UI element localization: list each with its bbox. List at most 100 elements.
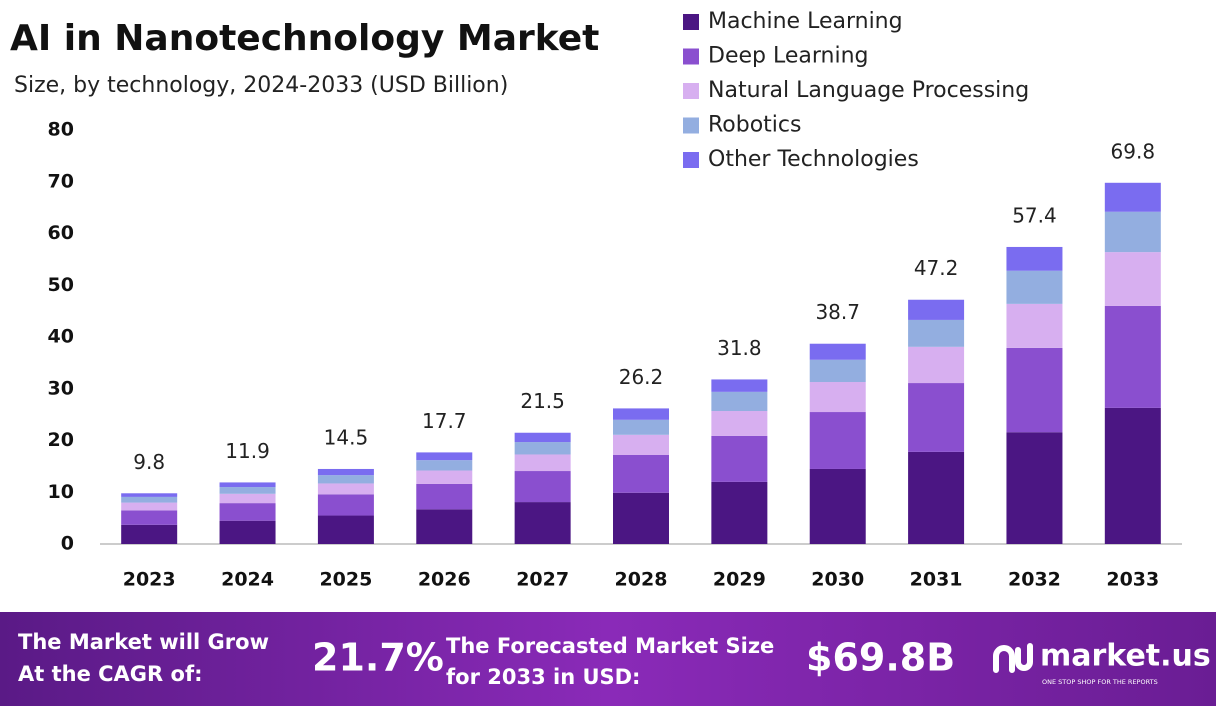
total-label: 26.2 bbox=[619, 365, 664, 389]
bar-segment bbox=[1006, 303, 1063, 348]
brand-name: market.us bbox=[1040, 639, 1211, 674]
footer-text: The Forecasted Market Size bbox=[446, 634, 774, 658]
x-tick-label: 2025 bbox=[319, 569, 372, 591]
bar-segment bbox=[219, 503, 276, 521]
legend-label: Other Technologies bbox=[708, 147, 919, 172]
bar-segment bbox=[908, 383, 965, 452]
bar-segment bbox=[613, 492, 669, 544]
bar-segment bbox=[1104, 252, 1161, 306]
total-label: 17.7 bbox=[422, 409, 467, 433]
bar-segment bbox=[809, 343, 866, 360]
bar-segment bbox=[613, 408, 669, 420]
bar-segment bbox=[809, 359, 866, 383]
total-label: 14.5 bbox=[324, 425, 369, 449]
bar-segment bbox=[908, 451, 965, 544]
legend-label: Deep Learning bbox=[708, 44, 868, 69]
total-label: 11.9 bbox=[225, 439, 270, 463]
bar-segment bbox=[514, 454, 571, 472]
bar-segment bbox=[514, 442, 571, 455]
y-tick-label: 50 bbox=[48, 274, 74, 296]
bar-segment bbox=[809, 382, 866, 413]
total-label: 38.7 bbox=[815, 300, 860, 324]
x-tick-label: 2032 bbox=[1008, 569, 1061, 591]
footer-text: At the CAGR of: bbox=[18, 662, 203, 686]
bar-segment bbox=[121, 496, 178, 503]
bar-segment bbox=[416, 509, 473, 544]
bar-segment bbox=[121, 510, 178, 525]
bar-segment bbox=[121, 493, 178, 497]
bar-segment bbox=[711, 379, 768, 392]
legend-label: Natural Language Processing bbox=[708, 78, 1029, 103]
bar-segment bbox=[1006, 347, 1063, 433]
x-tick-label: 2026 bbox=[418, 569, 471, 591]
footer-band bbox=[0, 612, 1216, 706]
bar-segment bbox=[1104, 407, 1161, 544]
bar-segment bbox=[317, 475, 374, 484]
bar-segment bbox=[711, 411, 768, 436]
bar-segment bbox=[1006, 432, 1063, 544]
bar-segment bbox=[514, 471, 571, 503]
brand-logo bbox=[993, 643, 1033, 673]
bar-segment bbox=[613, 419, 669, 435]
bar-segment bbox=[711, 391, 768, 412]
total-label: 31.8 bbox=[717, 336, 762, 360]
bar-segment bbox=[908, 346, 965, 384]
bar-segment bbox=[1104, 211, 1161, 253]
x-tick-label: 2028 bbox=[615, 569, 668, 591]
total-label: 69.8 bbox=[1111, 139, 1156, 163]
total-label: 57.4 bbox=[1012, 203, 1057, 227]
y-tick-label: 10 bbox=[48, 481, 74, 503]
bar-segment bbox=[514, 502, 571, 544]
bar-segment bbox=[613, 454, 669, 493]
chart-subtitle: Size, by technology, 2024-2033 (USD Bill… bbox=[14, 73, 508, 98]
x-tick-label: 2023 bbox=[123, 569, 176, 591]
bar-segment bbox=[613, 434, 669, 455]
y-tick-label: 20 bbox=[48, 429, 74, 451]
chart-title: AI in Nanotechnology Market bbox=[10, 18, 599, 59]
y-tick-label: 40 bbox=[48, 326, 74, 348]
bar-segment bbox=[219, 482, 276, 488]
bar-segment bbox=[416, 460, 473, 471]
x-tick-label: 2024 bbox=[221, 569, 274, 591]
footer-value: 21.7% bbox=[312, 636, 444, 680]
bar-segment bbox=[219, 493, 276, 504]
legend-swatch bbox=[683, 14, 699, 30]
bar-segment bbox=[317, 468, 374, 476]
x-tick-label: 2027 bbox=[516, 569, 569, 591]
brand-tagline: ONE STOP SHOP FOR THE REPORTS bbox=[1042, 678, 1158, 686]
bar-segment bbox=[317, 494, 374, 516]
legend-swatch bbox=[683, 117, 699, 134]
bar-segment bbox=[908, 319, 965, 347]
bar-segment bbox=[1104, 305, 1161, 408]
x-tick-label: 2030 bbox=[811, 569, 864, 591]
x-tick-label: 2031 bbox=[910, 569, 963, 591]
footer-value: $69.8B bbox=[806, 636, 955, 680]
legend-label: Machine Learning bbox=[708, 9, 903, 34]
total-label: 47.2 bbox=[914, 256, 959, 280]
bar-segment bbox=[514, 432, 571, 443]
y-tick-label: 0 bbox=[61, 533, 74, 555]
footer-text: The Market will Grow bbox=[18, 630, 269, 654]
bar-segment bbox=[711, 481, 768, 544]
bar-segment bbox=[219, 520, 276, 544]
bar-segment bbox=[121, 524, 178, 544]
y-tick-label: 80 bbox=[48, 119, 74, 141]
bar-segment bbox=[908, 299, 965, 320]
bar-segment bbox=[809, 468, 866, 544]
bar-segment bbox=[317, 483, 374, 495]
bar-segment bbox=[1006, 246, 1063, 271]
x-tick-label: 2033 bbox=[1106, 569, 1159, 591]
x-tick-label: 2029 bbox=[713, 569, 766, 591]
y-tick-label: 60 bbox=[48, 222, 74, 244]
y-tick-label: 70 bbox=[48, 170, 74, 192]
legend-label: Robotics bbox=[708, 113, 801, 138]
total-label: 9.8 bbox=[133, 450, 165, 474]
legend-swatch bbox=[683, 152, 699, 168]
y-tick-label: 30 bbox=[48, 377, 74, 399]
bar-segment bbox=[711, 435, 768, 482]
bar-segment bbox=[809, 412, 866, 469]
bar-segment bbox=[416, 470, 473, 484]
legend-swatch bbox=[683, 48, 699, 65]
bar-segment bbox=[416, 483, 473, 510]
